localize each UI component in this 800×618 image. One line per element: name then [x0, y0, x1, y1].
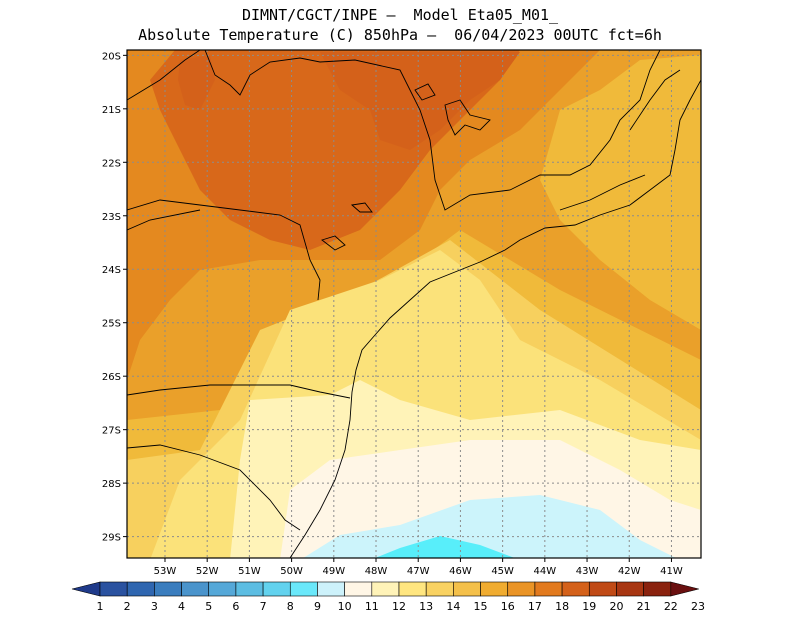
lat-tick-label: 28S — [102, 479, 121, 490]
lon-tick-label: 41W — [660, 566, 683, 577]
colorbar-label: 9 — [314, 600, 321, 613]
colorbar-swatch — [588, 581, 617, 597]
colorbar-label: 7 — [260, 600, 267, 613]
colorbar-label: 10 — [338, 600, 352, 613]
state-border-mg-rj — [559, 174, 646, 211]
state-border-north — [127, 50, 201, 101]
lon-tick-label: 46W — [449, 566, 472, 577]
colorbar-label: 21 — [637, 600, 651, 613]
colorbar-label: 20 — [609, 600, 623, 613]
colorbar-label: 19 — [582, 600, 596, 613]
colorbar-label: 18 — [555, 600, 569, 613]
temp-band-10 — [303, 495, 676, 558]
lon-tick-label: 53W — [154, 566, 177, 577]
lat-tick-label: 21S — [102, 105, 121, 116]
reservoir-1 — [444, 99, 491, 136]
colorbar-swatch — [398, 581, 427, 597]
state-border-mg-es — [629, 69, 681, 131]
lat-tick-label: 29S — [102, 533, 121, 544]
colorbar-label: 16 — [501, 600, 515, 613]
lat-tick-label: 24S — [102, 265, 121, 276]
temp-band-16-east — [540, 55, 701, 330]
lon-tick-label: 51W — [238, 566, 261, 577]
colorbar-swatch — [262, 581, 291, 597]
map-frame — [126, 49, 702, 559]
lat-lon-grid — [127, 50, 701, 558]
colorbar-label: 17 — [528, 600, 542, 613]
colorbar-swatch — [99, 581, 128, 597]
lon-tick-label: 47W — [407, 566, 430, 577]
colorbar-label: 6 — [232, 600, 239, 613]
colorbar-label: 14 — [446, 600, 460, 613]
lat-tick-label: 22S — [102, 158, 121, 169]
reservoir-2 — [321, 235, 346, 251]
map-title-line2: Absolute Temperature (C) 850hPa – 06/04/… — [138, 26, 662, 44]
state-border-sp-mg — [204, 50, 661, 211]
lon-tick-label: 49W — [322, 566, 345, 577]
colorbar-label: 1 — [97, 600, 104, 613]
colorbar-swatch — [317, 581, 345, 597]
lon-tick-label: 42W — [618, 566, 641, 577]
colorbar: 1 2 3 4 5 6 7 8 9 10 11 12 13 14 15 16 17 18 19 20 21 22 23 — [71, 581, 705, 613]
map-title-line1: DIMNT/CGCT/INPE – Model Eta05_M01_ — [241, 6, 559, 24]
colorbar-label: 4 — [178, 600, 185, 613]
state-border-sc-rs — [127, 444, 301, 531]
colorbar-label: 11 — [365, 600, 379, 613]
colorbar-swatch — [643, 581, 672, 597]
colorbar-label: 8 — [287, 600, 294, 613]
colorbar-arrow-high — [670, 581, 699, 597]
lat-tick-label: 26S — [102, 372, 121, 383]
colorbar-label: 5 — [205, 600, 212, 613]
boundaries — [127, 50, 701, 558]
colorbar-swatch — [344, 581, 373, 597]
lon-tick-label: 43W — [576, 566, 599, 577]
state-border-pr-sc — [127, 384, 351, 399]
coastline — [289, 79, 701, 558]
colorbar-swatch — [371, 581, 400, 597]
colorbar-swatch — [616, 581, 644, 597]
temp-band-9 — [375, 536, 515, 558]
lat-tick-label: 27S — [102, 426, 121, 437]
colorbar-label: 22 — [664, 600, 678, 613]
lon-tick-label: 50W — [280, 566, 303, 577]
temp-band-19 — [320, 52, 520, 150]
colorbar-swatch — [425, 581, 454, 597]
lat-tick-label: 25S — [102, 319, 121, 330]
lon-tick-label: 48W — [365, 566, 388, 577]
colorbar-swatch — [480, 581, 509, 597]
lon-tick-label: 52W — [196, 566, 219, 577]
colorbar-swatch — [453, 581, 481, 597]
colorbar-label: 15 — [474, 600, 488, 613]
colorbar-swatch — [235, 581, 264, 597]
temperature-field — [127, 50, 701, 558]
lon-tick-label: 45W — [491, 566, 514, 577]
colorbar-swatch — [534, 581, 563, 597]
reservoir-3 — [350, 202, 373, 213]
colorbar-label: 13 — [419, 600, 433, 613]
state-border-ms-pr — [127, 209, 201, 231]
colorbar-swatch — [126, 581, 155, 597]
lon-tick-labels: 53W 52W 51W 50W 49W 48W 47W 46W 45W 44W 43W 42W 41W — [154, 558, 683, 577]
colorbar-label: 2 — [124, 600, 131, 613]
state-border-ms-sp — [127, 199, 321, 301]
colorbar-label: 3 — [151, 600, 158, 613]
reservoir-4 — [414, 83, 436, 101]
lon-tick-label: 44W — [534, 566, 557, 577]
colorbar-swatch — [181, 581, 210, 597]
colorbar-swatch — [208, 581, 237, 597]
colorbar-arrow-low — [71, 581, 101, 597]
colorbar-label: 12 — [392, 600, 406, 613]
colorbar-swatch — [507, 581, 536, 597]
colorbar-label: 23 — [691, 600, 705, 613]
lat-tick-labels: 20S 21S 22S 23S 24S 25S 26S 27S 28S 29S — [102, 51, 127, 544]
colorbar-swatch — [289, 581, 318, 597]
lat-tick-label: 20S — [102, 51, 121, 62]
lat-tick-label: 23S — [102, 212, 121, 223]
colorbar-swatch — [154, 581, 182, 597]
temp-band-19 — [178, 55, 215, 110]
colorbar-swatch — [561, 581, 590, 597]
